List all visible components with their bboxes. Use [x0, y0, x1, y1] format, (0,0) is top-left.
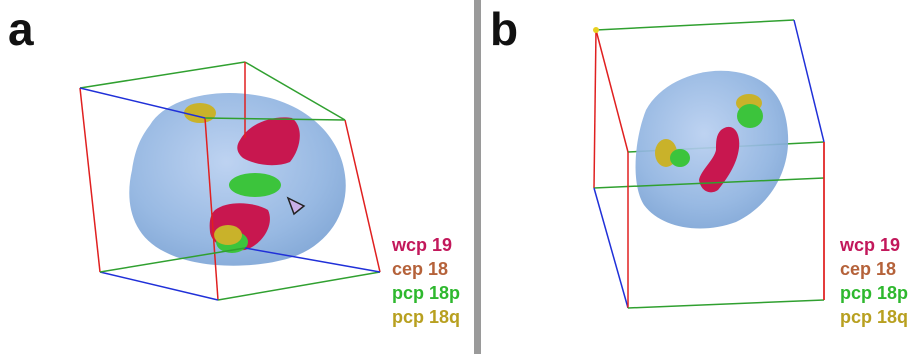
box-edge [217, 271, 381, 301]
pcp18p-signal [229, 173, 281, 197]
pcp18q-signal [214, 225, 242, 245]
panel-label-b: b [490, 3, 519, 55]
legend-item-pcp18q: pcp 18q [840, 307, 909, 327]
wcp19-domain [699, 126, 740, 193]
pcp18p-signal [670, 149, 690, 167]
legend-item-wcp19: wcp 19 [840, 235, 901, 255]
legend-a: wcp 19 cep 18 pcp 18p pcp 18q [392, 233, 460, 329]
box-edge [593, 29, 597, 189]
panel-label-a: a [8, 3, 34, 55]
box-edge [204, 117, 219, 301]
box-edge [244, 61, 346, 121]
box-edge [793, 19, 825, 143]
pcp18q-signal [184, 103, 216, 123]
cursor-arrow-icon [286, 196, 306, 216]
wcp19-domain [237, 117, 300, 166]
legend-item-pcp18p: pcp 18p [840, 283, 909, 303]
box-edge [99, 271, 219, 301]
legend-item-cep18: cep 18 [840, 259, 897, 279]
box-edge [627, 299, 825, 309]
box-edge [79, 61, 246, 89]
panel-b: b wcp 19 [486, 0, 917, 354]
box-corner-marker [593, 27, 599, 33]
panel-b-rendering [593, 19, 825, 309]
box-edge [204, 117, 346, 121]
legend-item-cep18: cep 18 [392, 259, 449, 279]
box-edge [344, 119, 381, 273]
box-edge [79, 87, 101, 273]
legend-item-wcp19: wcp 19 [392, 235, 453, 255]
panel-divider [474, 0, 481, 354]
box-edge [593, 177, 825, 189]
box-edge [99, 247, 246, 273]
legend-item-pcp18q: pcp 18q [392, 307, 461, 327]
pcp18p-signal [737, 104, 763, 128]
box-edge [595, 29, 629, 153]
legend-item-pcp18p: pcp 18p [392, 283, 461, 303]
box-edge [79, 87, 206, 119]
panel-a-rendering [79, 61, 381, 301]
legend-b: wcp 19 cep 18 pcp 18p pcp 18q [840, 233, 908, 329]
box-edge [595, 19, 795, 31]
box-edge [244, 247, 381, 273]
box-edge [593, 187, 629, 309]
panel-a: a [8, 3, 460, 329]
